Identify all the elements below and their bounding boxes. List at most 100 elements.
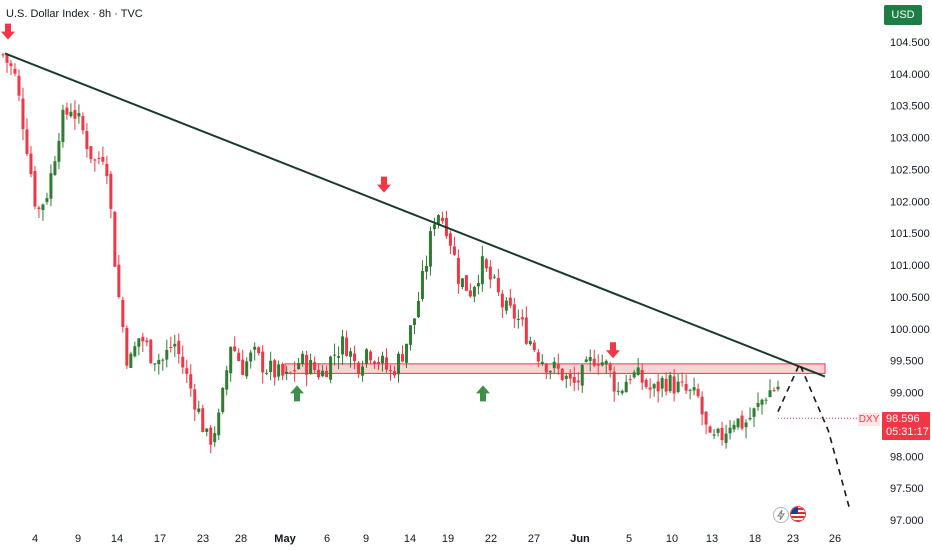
candle-body [624,381,628,393]
y-tick-label: 104.000 [890,69,930,81]
x-tick-label: 23 [197,533,209,545]
candle-body [357,362,361,375]
candle-body [436,215,440,224]
candle-body [281,363,285,376]
candle-body [261,351,265,373]
candle-body [576,380,580,383]
y-tick-label: 102.000 [890,196,930,208]
candle-body [189,374,193,389]
candle-body [117,264,121,298]
candle-body [564,375,568,379]
candle-body [532,342,536,351]
candle-body [708,426,712,433]
candle-body [369,351,373,361]
candle-body [361,366,365,376]
candle-body [165,349,169,360]
candle-body [197,408,201,412]
candle-body [608,364,612,371]
x-tick-label: 23 [787,533,799,545]
candle-body [712,434,716,436]
candle-body [121,299,125,328]
candle-body [241,359,245,375]
candle-body [584,359,588,362]
candle-body [740,415,744,429]
candle-body [704,411,708,425]
candle-body [365,349,369,364]
candle-body [648,387,652,390]
y-tick-label: 97.500 [890,483,924,495]
candle-body [329,356,333,380]
candle-body [460,278,464,288]
candle-body [105,163,109,177]
candle-body [81,116,85,131]
candle-body [412,318,416,325]
candle-body [404,343,408,363]
candle-body [337,356,341,358]
x-tick-label: 28 [235,533,247,545]
candle-body [488,266,492,280]
candle-body [213,433,217,443]
candle-body [720,427,724,441]
candle-body [440,217,444,222]
up-arrow-marker [476,385,490,402]
candle-body [145,340,149,343]
candle-body [181,356,185,368]
candle-body [225,370,229,390]
candle-body [5,54,9,63]
x-tick-label: 6 [324,533,330,545]
candle-body [193,389,197,410]
candle-body [480,256,484,285]
lightning-icon[interactable] [773,507,789,523]
candle-body [556,364,560,369]
x-tick-label: 9 [75,533,81,545]
x-tick-label: 5 [626,533,632,545]
candle-body [61,109,65,142]
down-arrow-marker [606,342,620,359]
candle-body [13,68,17,74]
candle-body [249,352,253,362]
candle-body [680,381,684,383]
y-tick-label: 101.000 [890,260,930,272]
candle-body [392,370,396,376]
candle-body [696,388,700,397]
candle-body [628,378,632,380]
y-tick-label: 101.500 [890,228,930,240]
candle-body [748,417,752,420]
y-tick-label: 99.500 [890,356,924,368]
candle-body [65,107,69,115]
candle-body [69,111,73,117]
candle-body [325,370,329,378]
candle-body [424,266,428,272]
current-price-value: 98.596 [886,413,920,425]
candle-body [37,207,41,210]
x-tick-label: Jun [570,533,590,545]
candle-body [504,300,508,311]
candle-body [345,337,349,356]
us-flag-icon[interactable] [790,506,806,522]
candle-body [700,396,704,415]
currency-button[interactable]: USD [884,5,922,25]
y-tick-label: 99.000 [890,388,924,400]
candle-body [377,362,381,365]
candle-body [596,363,600,366]
candle-body [672,376,676,394]
trendline [4,52,826,378]
candle-body [640,369,644,383]
candle-body [161,359,165,361]
candle-body [512,304,516,319]
candle-body [520,317,524,320]
candle-body [452,246,456,255]
candle-body [568,373,572,379]
candle-body [688,389,692,391]
candle-body [644,379,648,387]
candle-body [492,276,496,278]
candle-body [25,129,29,154]
candle-body [57,140,61,162]
x-tick-label: May [274,533,296,545]
down-arrow-marker [377,176,391,193]
down-arrow-marker [1,23,15,40]
candle-body [45,198,49,203]
candle-body [572,376,576,383]
